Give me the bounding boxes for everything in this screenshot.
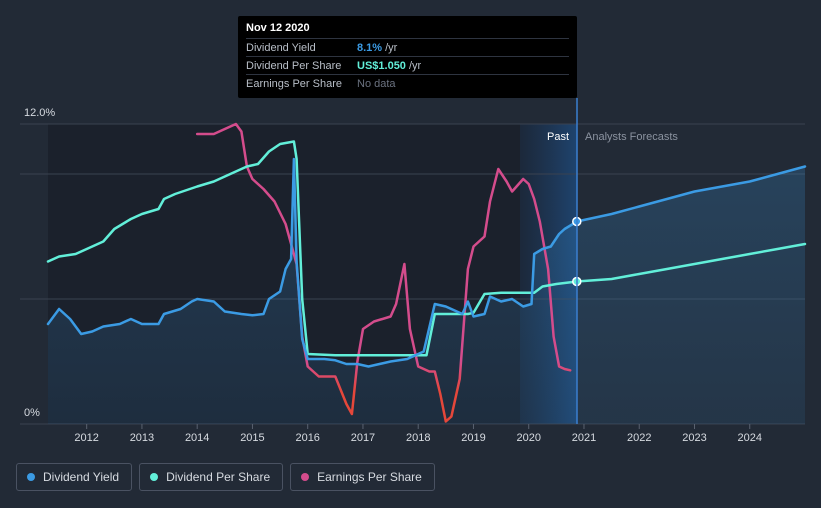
tooltip-value: 8.1% xyxy=(357,41,383,54)
legend-earnings-per-share[interactable]: Earnings Per Share xyxy=(290,463,435,491)
x-tick-label: 2014 xyxy=(185,432,209,444)
tooltip-label: Dividend Per Share xyxy=(246,59,342,72)
legend-dot-icon xyxy=(27,473,35,481)
tooltip-date: Nov 12 2020 xyxy=(246,22,310,34)
legend: Dividend Yield Dividend Per Share Earnin… xyxy=(16,463,435,491)
legend-label: Dividend Per Share xyxy=(166,470,271,484)
series-line-dividend-per-share xyxy=(46,140,579,357)
tooltip-row-earnings-per-share: Earnings Per Share No data xyxy=(246,74,569,92)
legend-dividend-per-share[interactable]: Dividend Per Share xyxy=(139,463,284,491)
forecast-label: Analysts Forecasts xyxy=(585,131,678,143)
series-line-dividend-per-share-forecast xyxy=(575,242,807,283)
legend-dot-icon xyxy=(301,473,310,481)
legend-label: Earnings Per Share xyxy=(317,470,422,484)
series-line-dividend-yield-forecast xyxy=(575,165,807,223)
x-tick-label: 2012 xyxy=(74,432,98,444)
tooltip-value: US$1.050 xyxy=(357,59,406,72)
tooltip-label: Dividend Yield xyxy=(246,41,316,54)
legend-label: Dividend Yield xyxy=(43,470,120,484)
dividend-yield-area xyxy=(48,159,805,424)
past-label: Past xyxy=(547,131,569,143)
x-tick-label: 2020 xyxy=(516,432,540,444)
tooltip-value: No data xyxy=(357,77,396,90)
series-line-dividend-yield xyxy=(46,157,579,368)
x-tick-label: 2022 xyxy=(627,432,651,444)
tooltip-unit: /yr xyxy=(385,41,398,54)
x-tick-label: 2019 xyxy=(461,432,485,444)
tooltip-unit: /yr xyxy=(408,59,422,72)
x-tick-label: 2023 xyxy=(682,432,706,444)
tooltip-row-dividend-per-share: Dividend Per Share US$1.050 /yr xyxy=(246,56,569,74)
x-tick-label: 2017 xyxy=(351,432,375,444)
legend-dividend-yield[interactable]: Dividend Yield xyxy=(16,463,133,491)
x-tick-label: 2021 xyxy=(572,432,596,444)
y-label-top: 12.0% xyxy=(24,107,55,119)
y-label-bottom: 0% xyxy=(24,407,40,419)
tooltip-label: Earnings Per Share xyxy=(246,77,342,90)
tooltip-row-dividend-yield: Dividend Yield 8.1% /yr xyxy=(246,38,569,56)
x-tick-label: 2018 xyxy=(406,432,430,444)
x-tick-label: 2016 xyxy=(295,432,319,444)
x-tick-label: 2024 xyxy=(738,432,762,444)
legend-dot-icon xyxy=(150,473,159,481)
x-tick-label: 2015 xyxy=(240,432,264,444)
tooltip: Nov 12 2020 Dividend Yield 8.1% /yr Divi… xyxy=(238,16,577,98)
x-tick-label: 2013 xyxy=(130,432,154,444)
series-line-earnings-per-share xyxy=(195,122,572,423)
